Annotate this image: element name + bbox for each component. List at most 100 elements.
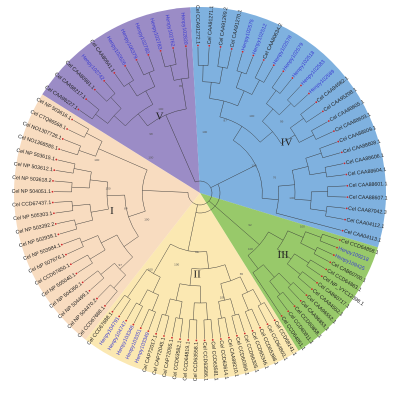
branch-arc xyxy=(95,141,103,157)
branch xyxy=(206,302,208,320)
bootstrap-value: 100 xyxy=(148,156,153,160)
bootstrap-value: 100 xyxy=(289,196,294,200)
leaf-marker xyxy=(132,323,135,326)
branch xyxy=(310,208,327,212)
leaf-marker xyxy=(241,50,244,53)
leaf-marker xyxy=(197,44,199,47)
leaf-marker xyxy=(172,47,175,49)
branch xyxy=(209,82,212,99)
leaf-marker xyxy=(57,233,60,236)
branch xyxy=(294,199,312,201)
branch xyxy=(230,298,236,316)
leaf-marker xyxy=(230,48,233,50)
bootstrap-value: 100 xyxy=(248,247,253,251)
leaf-marker xyxy=(147,53,150,56)
leaf-marker xyxy=(103,79,106,82)
leaf-marker xyxy=(308,92,310,95)
branch xyxy=(68,129,85,138)
branch xyxy=(252,272,263,287)
branch-arc xyxy=(106,93,116,102)
branch xyxy=(101,234,118,244)
clade-sector-I xyxy=(13,94,201,340)
clade-label-II: II xyxy=(193,268,201,280)
leaf-marker xyxy=(252,54,255,57)
branch xyxy=(280,134,296,144)
leaf-marker xyxy=(52,212,55,215)
branch xyxy=(123,236,139,247)
branch xyxy=(138,113,148,127)
leaf-marker xyxy=(118,315,121,318)
branch xyxy=(210,319,213,339)
branch xyxy=(251,79,260,95)
leaf-marker xyxy=(280,314,283,317)
leaf-marker xyxy=(272,64,275,67)
bootstrap-value: 100 xyxy=(94,158,99,162)
root-arc xyxy=(187,180,213,206)
branch-arc xyxy=(179,283,201,287)
branch xyxy=(152,294,159,311)
leaf-marker xyxy=(179,338,181,341)
branch xyxy=(90,208,109,213)
leaf-marker xyxy=(332,254,335,256)
bootstrap-value: 100 xyxy=(144,218,149,222)
branch-arc xyxy=(175,317,183,320)
leaf-marker xyxy=(236,334,238,337)
branch xyxy=(288,287,300,300)
branch xyxy=(217,318,221,338)
branch xyxy=(165,298,171,316)
branch xyxy=(236,72,242,88)
branch xyxy=(238,313,245,333)
branch xyxy=(153,258,163,274)
branch xyxy=(98,148,115,156)
branch-arc xyxy=(252,264,264,273)
branch xyxy=(294,94,308,108)
bootstrap-labels: 100 98 100 95 100 87 100 99 100 76 100 100 92 100 65 10… xyxy=(94,84,305,300)
branch xyxy=(306,265,321,276)
leaf-marker xyxy=(320,275,323,278)
branch xyxy=(293,282,306,295)
leaf-marker xyxy=(345,207,348,210)
branch-arc xyxy=(123,80,134,87)
branch xyxy=(141,309,150,327)
branch xyxy=(54,201,72,203)
bootstrap-value: 99 xyxy=(280,119,284,123)
bootstrap-value: 100 xyxy=(158,107,163,111)
leaf-marker xyxy=(321,110,324,113)
branch-arc xyxy=(106,181,109,210)
branch-arc xyxy=(305,158,311,175)
branch-arc xyxy=(162,314,170,317)
leaf-marker xyxy=(344,218,346,221)
leaf-marker xyxy=(291,77,294,79)
bootstrap-value: 88 xyxy=(195,250,199,254)
branch xyxy=(67,246,84,255)
branch xyxy=(305,152,322,159)
branch xyxy=(325,215,344,220)
leaf-marker xyxy=(163,335,165,337)
branch xyxy=(130,162,148,171)
leaf-marker xyxy=(53,169,56,172)
leaf-marker xyxy=(259,326,262,329)
branch xyxy=(268,231,284,241)
leaf-marker xyxy=(155,332,157,335)
bootstrap-value: 100 xyxy=(106,186,111,190)
branch xyxy=(128,83,138,97)
branch xyxy=(71,186,90,189)
branch xyxy=(245,56,254,75)
leaf-marker xyxy=(77,108,80,111)
leaf-label: Cel CAA88601.1 xyxy=(349,181,388,189)
branch xyxy=(188,319,191,339)
leaf-marker xyxy=(329,261,332,264)
branch xyxy=(83,270,99,282)
branch xyxy=(187,62,190,78)
leaf-label: Cel CAA91271.1 xyxy=(207,5,215,44)
branch xyxy=(55,210,73,214)
branch xyxy=(327,196,346,198)
leaf-marker xyxy=(338,239,341,241)
branch-arc xyxy=(245,308,252,312)
leaf-label: Cel CCD67437.1 xyxy=(12,200,52,209)
leaf-marker xyxy=(69,263,72,266)
leaf-marker xyxy=(340,151,343,154)
branch xyxy=(126,302,137,320)
